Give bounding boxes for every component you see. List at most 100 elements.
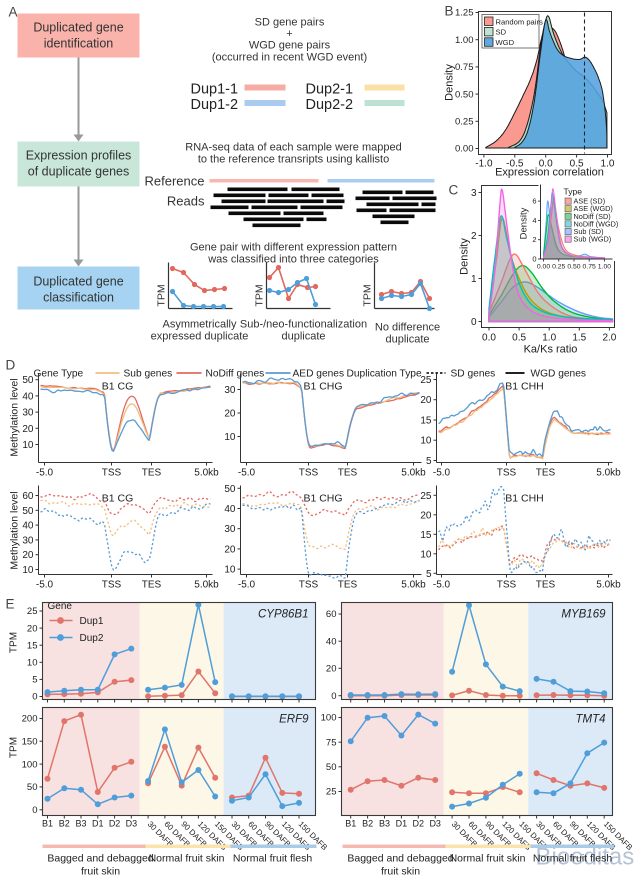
svg-text:to the reference transripts us: to the reference transripts using kallis… bbox=[198, 154, 389, 166]
svg-text:Normal fruit flesh: Normal fruit flesh bbox=[233, 853, 313, 865]
svg-text:0.75: 0.75 bbox=[583, 264, 596, 271]
svg-text:WGD genes: WGD genes bbox=[531, 369, 586, 380]
svg-text:D3: D3 bbox=[429, 819, 441, 829]
svg-text:20: 20 bbox=[326, 664, 337, 675]
svg-text:Density: Density bbox=[444, 64, 456, 101]
svg-text:1.0: 1.0 bbox=[601, 159, 615, 170]
svg-text:3: 3 bbox=[471, 188, 477, 199]
svg-text:TPM: TPM bbox=[9, 737, 20, 758]
svg-text:60: 60 bbox=[22, 491, 34, 502]
svg-text:-1.0: -1.0 bbox=[475, 159, 493, 170]
svg-text:0.25: 0.25 bbox=[552, 264, 565, 271]
svg-text:6: 6 bbox=[532, 197, 536, 206]
svg-text:30: 30 bbox=[224, 524, 236, 535]
svg-text:B3: B3 bbox=[76, 819, 87, 829]
svg-text:duplicate: duplicate bbox=[281, 331, 325, 343]
svg-text:Dup2-1: Dup2-1 bbox=[306, 82, 354, 98]
svg-text:0.50: 0.50 bbox=[455, 89, 474, 100]
svg-text:A: A bbox=[9, 5, 18, 20]
svg-text:TES: TES bbox=[536, 468, 556, 479]
svg-text:40: 40 bbox=[22, 391, 34, 402]
svg-text:1.00: 1.00 bbox=[455, 35, 474, 46]
svg-text:Density: Density bbox=[459, 238, 471, 275]
svg-text:25: 25 bbox=[27, 606, 38, 617]
svg-text:50: 50 bbox=[27, 782, 38, 793]
svg-text:-5.0: -5.0 bbox=[433, 580, 451, 591]
svg-text:NoDiff genes: NoDiff genes bbox=[206, 369, 265, 380]
svg-text:40: 40 bbox=[22, 521, 34, 532]
svg-text:Dup2: Dup2 bbox=[80, 633, 104, 644]
svg-text:Dup1: Dup1 bbox=[80, 616, 104, 627]
svg-text:Dup1-1: Dup1-1 bbox=[191, 82, 239, 98]
svg-text:TES: TES bbox=[536, 580, 556, 591]
svg-text:5.0kb: 5.0kb bbox=[401, 468, 426, 479]
svg-text:B1: B1 bbox=[345, 819, 356, 829]
svg-text:+: + bbox=[286, 28, 292, 40]
svg-text:5.0kb: 5.0kb bbox=[194, 580, 219, 591]
svg-text:20: 20 bbox=[27, 623, 38, 634]
svg-text:TSS: TSS bbox=[497, 580, 517, 591]
svg-text:TES: TES bbox=[142, 580, 162, 591]
svg-text:RNA-seq data of each sample we: RNA-seq data of each sample were mapped bbox=[185, 142, 401, 154]
svg-text:Gene pair with different expre: Gene pair with different expression patt… bbox=[190, 242, 397, 254]
svg-text:1: 1 bbox=[471, 274, 477, 285]
svg-text:100: 100 bbox=[321, 713, 337, 724]
svg-text:150: 150 bbox=[22, 736, 38, 747]
svg-text:0: 0 bbox=[532, 255, 536, 264]
svg-text:B1 CG: B1 CG bbox=[102, 493, 134, 505]
svg-text:1.00: 1.00 bbox=[598, 264, 611, 271]
svg-text:Normal fruit flesh: Normal fruit flesh bbox=[533, 853, 613, 865]
svg-text:classification: classification bbox=[43, 291, 114, 305]
svg-text:NoDiff (SD): NoDiff (SD) bbox=[574, 212, 611, 221]
svg-text:TSS: TSS bbox=[497, 468, 517, 479]
svg-text:B1 CHH: B1 CHH bbox=[505, 493, 544, 505]
svg-text:5: 5 bbox=[426, 569, 432, 580]
svg-text:0.0: 0.0 bbox=[539, 159, 553, 170]
svg-text:ASE (WGD): ASE (WGD) bbox=[574, 204, 613, 213]
svg-text:1.0: 1.0 bbox=[542, 333, 556, 344]
svg-text:50: 50 bbox=[22, 506, 34, 517]
svg-text:100: 100 bbox=[22, 759, 38, 770]
svg-text:B1 CHH: B1 CHH bbox=[505, 381, 544, 393]
svg-text:-5.0: -5.0 bbox=[238, 580, 256, 591]
svg-text:SD genes: SD genes bbox=[451, 369, 496, 380]
svg-text:fruit skin: fruit skin bbox=[381, 866, 420, 876]
svg-text:5.0kb: 5.0kb bbox=[596, 580, 621, 591]
svg-text:2: 2 bbox=[471, 231, 477, 242]
svg-text:Random pairs: Random pairs bbox=[496, 17, 543, 26]
svg-text:identification: identification bbox=[44, 37, 114, 51]
svg-text:10: 10 bbox=[224, 432, 236, 443]
svg-text:25: 25 bbox=[326, 787, 337, 798]
svg-text:Dup2-2: Dup2-2 bbox=[306, 97, 354, 113]
svg-text:TPM: TPM bbox=[9, 632, 20, 653]
svg-text:Bagged and debagged: Bagged and debagged bbox=[47, 853, 153, 865]
svg-text:Dup1-2: Dup1-2 bbox=[191, 97, 239, 113]
svg-text:WGD gene pairs: WGD gene pairs bbox=[249, 40, 331, 52]
svg-text:20: 20 bbox=[22, 550, 34, 561]
svg-text:0.5: 0.5 bbox=[570, 159, 584, 170]
svg-text:-5.0: -5.0 bbox=[36, 580, 54, 591]
svg-text:10: 10 bbox=[420, 436, 432, 447]
svg-text:D1: D1 bbox=[396, 819, 408, 829]
svg-text:Expression profiles: Expression profiles bbox=[26, 149, 132, 163]
svg-text:0.50: 0.50 bbox=[567, 264, 580, 271]
svg-text:expressed duplicate: expressed duplicate bbox=[151, 331, 249, 343]
svg-text:5: 5 bbox=[32, 675, 37, 686]
svg-text:duplicate: duplicate bbox=[385, 334, 429, 346]
svg-text:25: 25 bbox=[420, 491, 432, 502]
svg-text:20: 20 bbox=[224, 544, 236, 555]
svg-text:0: 0 bbox=[32, 692, 37, 703]
svg-text:2.0: 2.0 bbox=[602, 333, 616, 344]
svg-text:was classified into three cate: was classified into three categories bbox=[207, 254, 379, 266]
svg-text:15: 15 bbox=[420, 416, 432, 427]
svg-text:TES: TES bbox=[338, 580, 358, 591]
svg-text:SD gene pairs: SD gene pairs bbox=[255, 17, 325, 29]
svg-text:40: 40 bbox=[224, 504, 236, 515]
svg-text:20: 20 bbox=[420, 395, 432, 406]
svg-text:10: 10 bbox=[420, 549, 432, 560]
svg-text:60: 60 bbox=[326, 609, 337, 620]
svg-text:25: 25 bbox=[420, 375, 432, 386]
svg-text:10: 10 bbox=[27, 658, 38, 669]
svg-text:-5.0: -5.0 bbox=[433, 468, 451, 479]
svg-text:TES: TES bbox=[142, 468, 162, 479]
